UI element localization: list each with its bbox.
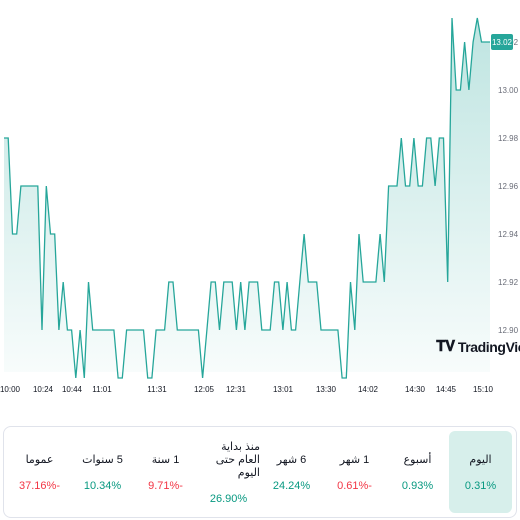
period-label: 5 سنوات bbox=[82, 453, 123, 466]
period-tab[interactable]: 1 شهر 0.61%- bbox=[323, 431, 386, 513]
period-value: 26.90% bbox=[209, 492, 248, 505]
last-price-label: 13.02 bbox=[491, 34, 513, 50]
period-value: 37.16%- bbox=[19, 479, 60, 492]
y-tick-label: 12.98 bbox=[498, 134, 519, 143]
x-tick-label: 15:10 bbox=[473, 385, 494, 394]
price-line bbox=[4, 17, 490, 379]
performance-periods: اليوم 0.31% أسبوع 0.93% 1 شهر 0.61%- 6 شهر 24.2… bbox=[3, 426, 517, 518]
period-label: اليوم bbox=[469, 453, 492, 466]
x-axis: 10:00 10:24 10:44 11:01 11:31 12:05 12:31 13:01… bbox=[0, 385, 494, 394]
x-tick-label: 11:31 bbox=[147, 385, 167, 394]
x-tick-label: 10:00 bbox=[0, 385, 21, 394]
x-tick-label: 10:44 bbox=[62, 385, 83, 394]
last-price-value: 13.02 bbox=[492, 38, 513, 47]
x-tick-label: 14:30 bbox=[405, 385, 426, 394]
x-tick-label: 10:24 bbox=[33, 385, 54, 394]
y-tick-label: 12.90 bbox=[498, 326, 519, 335]
period-label: عموما bbox=[25, 453, 54, 466]
period-tab[interactable]: أسبوع 0.93% bbox=[386, 431, 449, 513]
y-tick-label: 12.92 bbox=[498, 278, 519, 287]
period-value: 0.61%- bbox=[337, 479, 372, 492]
chart-canvas[interactable]: 12.90 12.92 12.94 12.96 12.98 13.00 13.02 10:0… bbox=[0, 0, 520, 410]
y-tick-label: 12.94 bbox=[498, 230, 519, 239]
period-label: منذ بداية العام حتى اليوم bbox=[215, 440, 260, 479]
period-tab[interactable]: 1 سنة 9.71%- bbox=[134, 431, 197, 513]
period-label: 1 شهر bbox=[339, 453, 370, 466]
x-tick-label: 13:01 bbox=[273, 385, 294, 394]
x-tick-label: 14:02 bbox=[358, 385, 379, 394]
period-value: 0.93% bbox=[401, 479, 434, 492]
y-tick-label: 13.00 bbox=[498, 86, 519, 95]
period-label: 6 شهر bbox=[276, 453, 307, 466]
period-value: 9.71%- bbox=[148, 479, 183, 492]
period-label: 1 سنة bbox=[151, 453, 180, 466]
period-value: 10.34% bbox=[83, 479, 122, 492]
period-tab[interactable]: عموما 37.16%- bbox=[8, 431, 71, 513]
y-tick-label: 12.96 bbox=[498, 182, 519, 191]
price-chart[interactable]: 12.90 12.92 12.94 12.96 12.98 13.00 13.02 10:0… bbox=[0, 0, 520, 410]
period-label: أسبوع bbox=[403, 453, 432, 466]
x-tick-label: 14:45 bbox=[436, 385, 457, 394]
watermark-text: TradingView bbox=[457, 338, 520, 355]
tradingview-logo-icon: 𝐓𝐕 bbox=[436, 338, 455, 355]
period-value: 24.24% bbox=[272, 479, 311, 492]
price-area bbox=[4, 18, 490, 378]
tradingview-watermark[interactable]: 𝐓𝐕 TradingView bbox=[436, 338, 520, 355]
period-tab[interactable]: منذ بداية العام حتى اليوم 26.90% bbox=[197, 431, 260, 513]
x-tick-label: 12:31 bbox=[226, 385, 247, 394]
period-tab[interactable]: 6 شهر 24.24% bbox=[260, 431, 323, 513]
period-tab[interactable]: 5 سنوات 10.34% bbox=[71, 431, 134, 513]
x-tick-label: 13:30 bbox=[316, 385, 337, 394]
period-tab[interactable]: اليوم 0.31% bbox=[449, 431, 512, 513]
x-tick-label: 12:05 bbox=[194, 385, 215, 394]
x-tick-label: 11:01 bbox=[92, 385, 112, 394]
period-value: 0.31% bbox=[464, 479, 497, 492]
